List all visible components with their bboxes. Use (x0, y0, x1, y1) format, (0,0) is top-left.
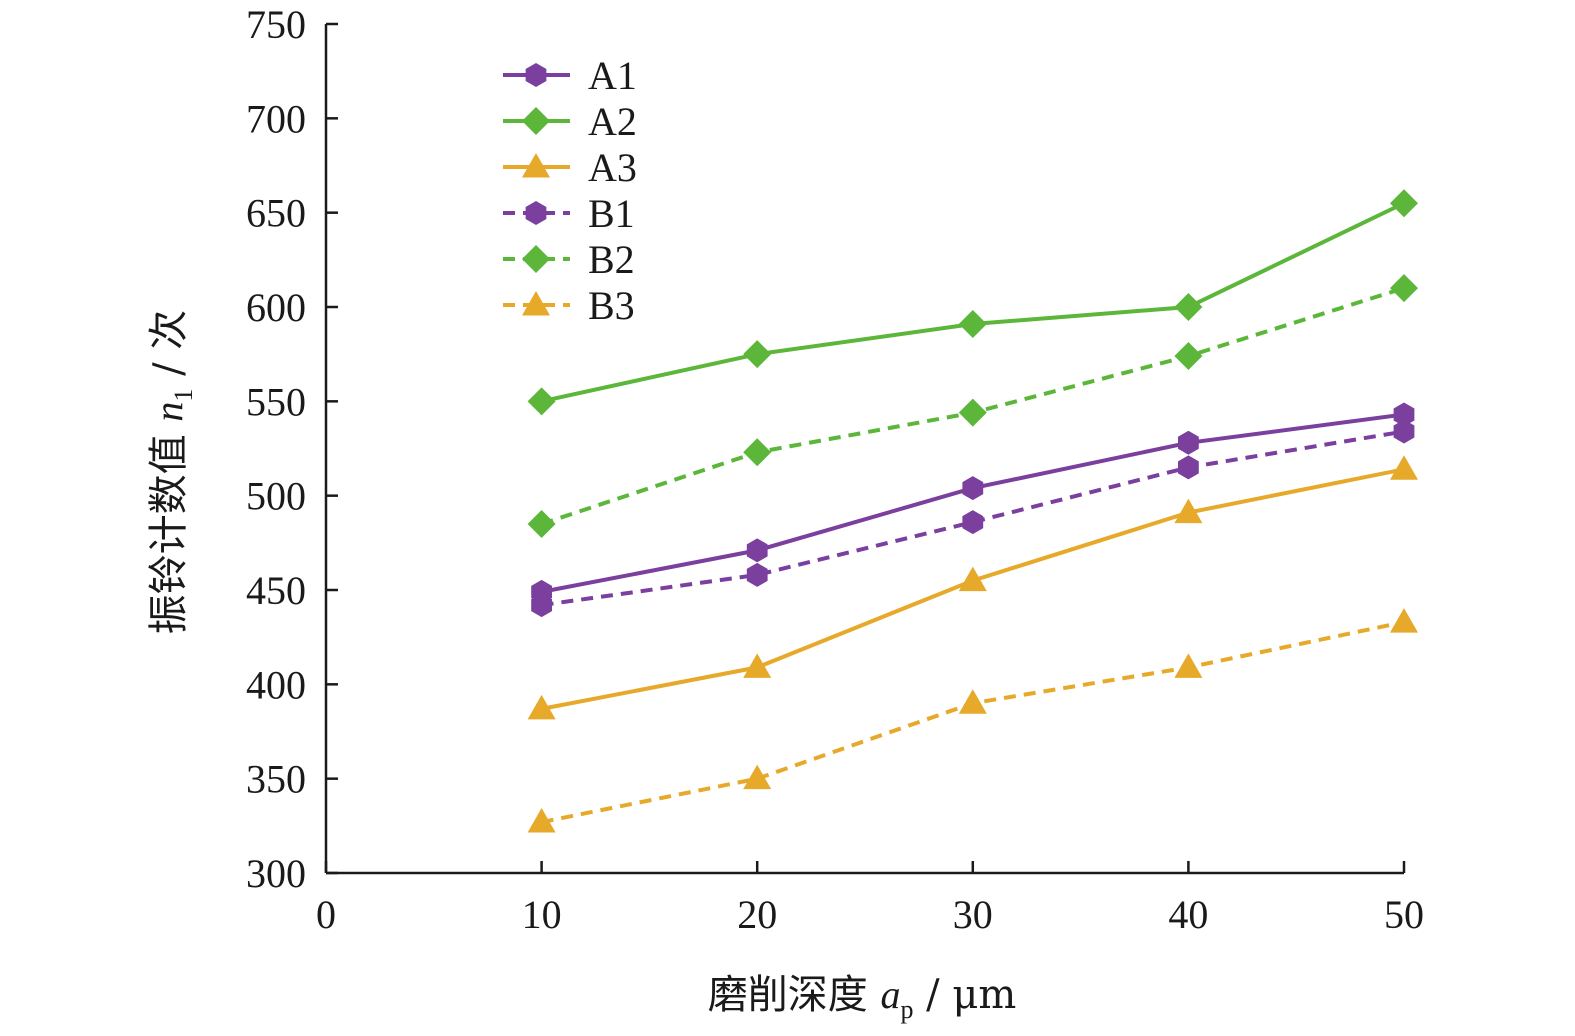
data-point-a3 (1390, 455, 1418, 480)
legend-item-b3: B3 (503, 283, 635, 328)
x-tick-label: 20 (737, 892, 777, 937)
legend-swatch-marker (525, 201, 547, 225)
legend-item-b2: B2 (503, 237, 635, 282)
data-point-a2 (527, 387, 556, 416)
y-tick-label: 550 (246, 379, 306, 424)
series-a3 (527, 455, 1418, 720)
data-point-b2 (743, 438, 772, 467)
legend-label: B3 (588, 283, 635, 328)
x-axis-title: 磨削深度 ap / μm (708, 972, 1017, 1024)
x-tick-label: 50 (1384, 892, 1424, 937)
y-tick-label: 600 (246, 285, 306, 330)
series-line-a2 (541, 201, 1405, 404)
series-a1 (531, 402, 1415, 604)
legend-item-a1: A1 (503, 53, 637, 98)
data-point-b1 (746, 562, 768, 587)
data-point-b2 (1390, 274, 1418, 303)
x-tick-label: 10 (522, 892, 562, 937)
data-point-a3 (958, 566, 987, 592)
legend-label: B2 (588, 237, 635, 282)
legend-swatch-marker (522, 153, 550, 178)
data-point-a3 (743, 653, 772, 678)
legend-label: A3 (588, 145, 637, 190)
data-point-a1 (531, 579, 552, 604)
data-point-b2 (527, 509, 556, 538)
legend-swatch-marker (522, 291, 550, 316)
legend-swatch-marker (522, 245, 550, 273)
series-line-b1 (541, 429, 1405, 608)
series-a2 (527, 189, 1418, 416)
series-line-b3 (541, 620, 1405, 825)
data-point-b1 (1393, 419, 1415, 444)
data-point-b2 (958, 398, 987, 427)
data-point-b3 (1390, 608, 1418, 633)
y-tick-label: 750 (246, 2, 306, 47)
y-axis-title: 振铃计数值 n1 / 次 (146, 310, 198, 635)
legend-swatch-marker (525, 63, 547, 87)
x-tick-label: 40 (1168, 892, 1208, 937)
data-point-b3 (1174, 653, 1203, 678)
series-line-a1 (541, 412, 1405, 594)
legend-item-a2: A2 (503, 99, 637, 144)
y-tick-label: 400 (246, 662, 306, 707)
data-point-a1 (746, 538, 768, 563)
legend-label: A2 (588, 99, 637, 144)
legend-item-b1: B1 (503, 191, 635, 236)
y-tick-label: 700 (246, 96, 306, 141)
data-point-a2 (743, 340, 772, 369)
data-point-b3 (743, 764, 772, 790)
data-point-a1 (1178, 430, 1199, 455)
data-point-b1 (962, 510, 984, 535)
y-tick-label: 350 (246, 757, 306, 802)
data-point-a2 (1390, 189, 1418, 218)
data-point-a3 (527, 694, 556, 720)
series-b1 (531, 419, 1415, 618)
y-tick-label: 300 (246, 851, 306, 896)
data-point-b2 (1174, 342, 1203, 371)
legend-item-a3: A3 (503, 145, 637, 190)
series-b2 (527, 274, 1418, 538)
y-tick-label: 450 (246, 568, 306, 613)
y-tick-label: 650 (246, 191, 306, 236)
data-point-a2 (958, 309, 987, 338)
x-tick-label: 0 (316, 892, 336, 937)
series-b3 (527, 608, 1418, 833)
data-point-a1 (1393, 402, 1415, 427)
x-tick-label: 30 (953, 892, 993, 937)
y-tick-label: 500 (246, 474, 306, 519)
axes: 300 350 400 450 500 550 600 650 700 750 0 10 20 30 40 5… (246, 2, 1424, 937)
legend-label: B1 (588, 191, 635, 236)
series-layer (527, 189, 1418, 833)
data-point-a1 (962, 476, 984, 501)
legend-label: A1 (588, 53, 637, 98)
data-point-a3 (1174, 498, 1203, 524)
legend-swatch-marker (522, 107, 550, 135)
data-point-b3 (958, 689, 987, 714)
data-point-b1 (1178, 455, 1199, 480)
data-point-b3 (527, 808, 556, 833)
data-point-a2 (1174, 293, 1203, 321)
